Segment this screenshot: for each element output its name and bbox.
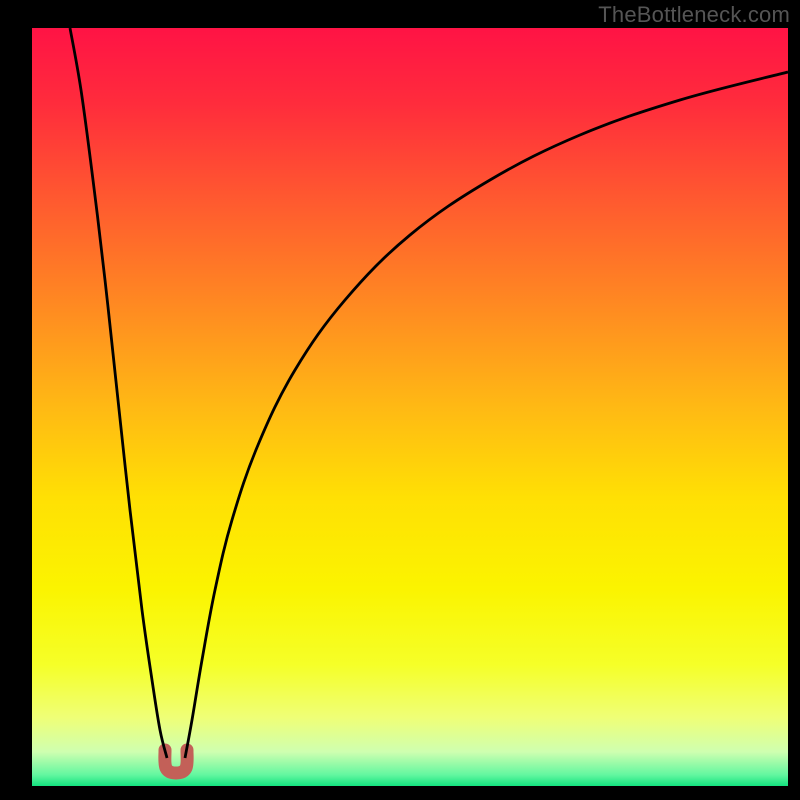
watermark-text: TheBottleneck.com xyxy=(598,2,790,28)
bottleneck-chart xyxy=(0,0,800,800)
gradient-fill xyxy=(32,28,788,786)
